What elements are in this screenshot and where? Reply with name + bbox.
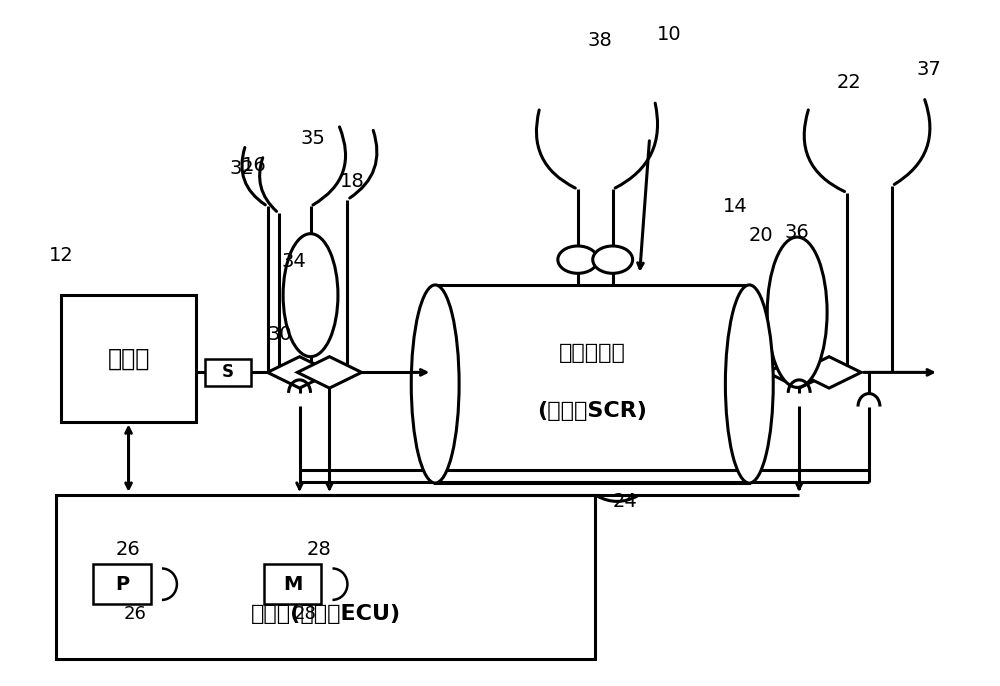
Text: 26: 26 [124, 605, 146, 624]
Bar [435, 285, 749, 483]
Text: 20: 20 [749, 226, 774, 244]
Ellipse shape [767, 237, 827, 388]
Polygon shape [297, 357, 362, 388]
Bar [205, 359, 251, 386]
Text: 控制器(例如，ECU): 控制器(例如，ECU) [250, 604, 401, 624]
Text: M: M [283, 575, 302, 593]
Text: 28: 28 [306, 540, 331, 559]
Text: 35: 35 [300, 128, 325, 147]
Polygon shape [267, 357, 332, 388]
Ellipse shape [411, 285, 459, 483]
Text: (例如，SCR): (例如，SCR) [537, 401, 647, 421]
Text: 30: 30 [267, 324, 292, 344]
Polygon shape [797, 357, 861, 388]
Text: 24: 24 [612, 492, 637, 511]
Bar [61, 295, 196, 422]
Text: 26: 26 [116, 540, 140, 559]
Text: 28: 28 [294, 605, 317, 624]
Text: 32: 32 [229, 158, 254, 178]
Bar [56, 495, 595, 659]
Text: 14: 14 [723, 197, 748, 216]
Circle shape [558, 246, 598, 273]
Text: 10: 10 [657, 25, 682, 44]
Text: 18: 18 [340, 172, 365, 191]
Ellipse shape [283, 234, 338, 357]
Text: P: P [115, 575, 129, 593]
Bar [264, 565, 321, 604]
Text: 12: 12 [49, 246, 74, 265]
Text: 催化器组件: 催化器组件 [559, 343, 626, 364]
Text: 37: 37 [916, 60, 941, 79]
Bar [93, 565, 151, 604]
Text: S: S [222, 364, 234, 381]
Text: 34: 34 [281, 252, 306, 270]
Text: 16: 16 [242, 156, 267, 175]
Text: 22: 22 [837, 73, 861, 91]
Ellipse shape [725, 285, 773, 483]
Text: 发动机: 发动机 [107, 346, 150, 370]
Text: 36: 36 [785, 223, 810, 242]
Circle shape [593, 246, 633, 273]
Polygon shape [767, 357, 831, 388]
Text: 38: 38 [587, 31, 612, 50]
